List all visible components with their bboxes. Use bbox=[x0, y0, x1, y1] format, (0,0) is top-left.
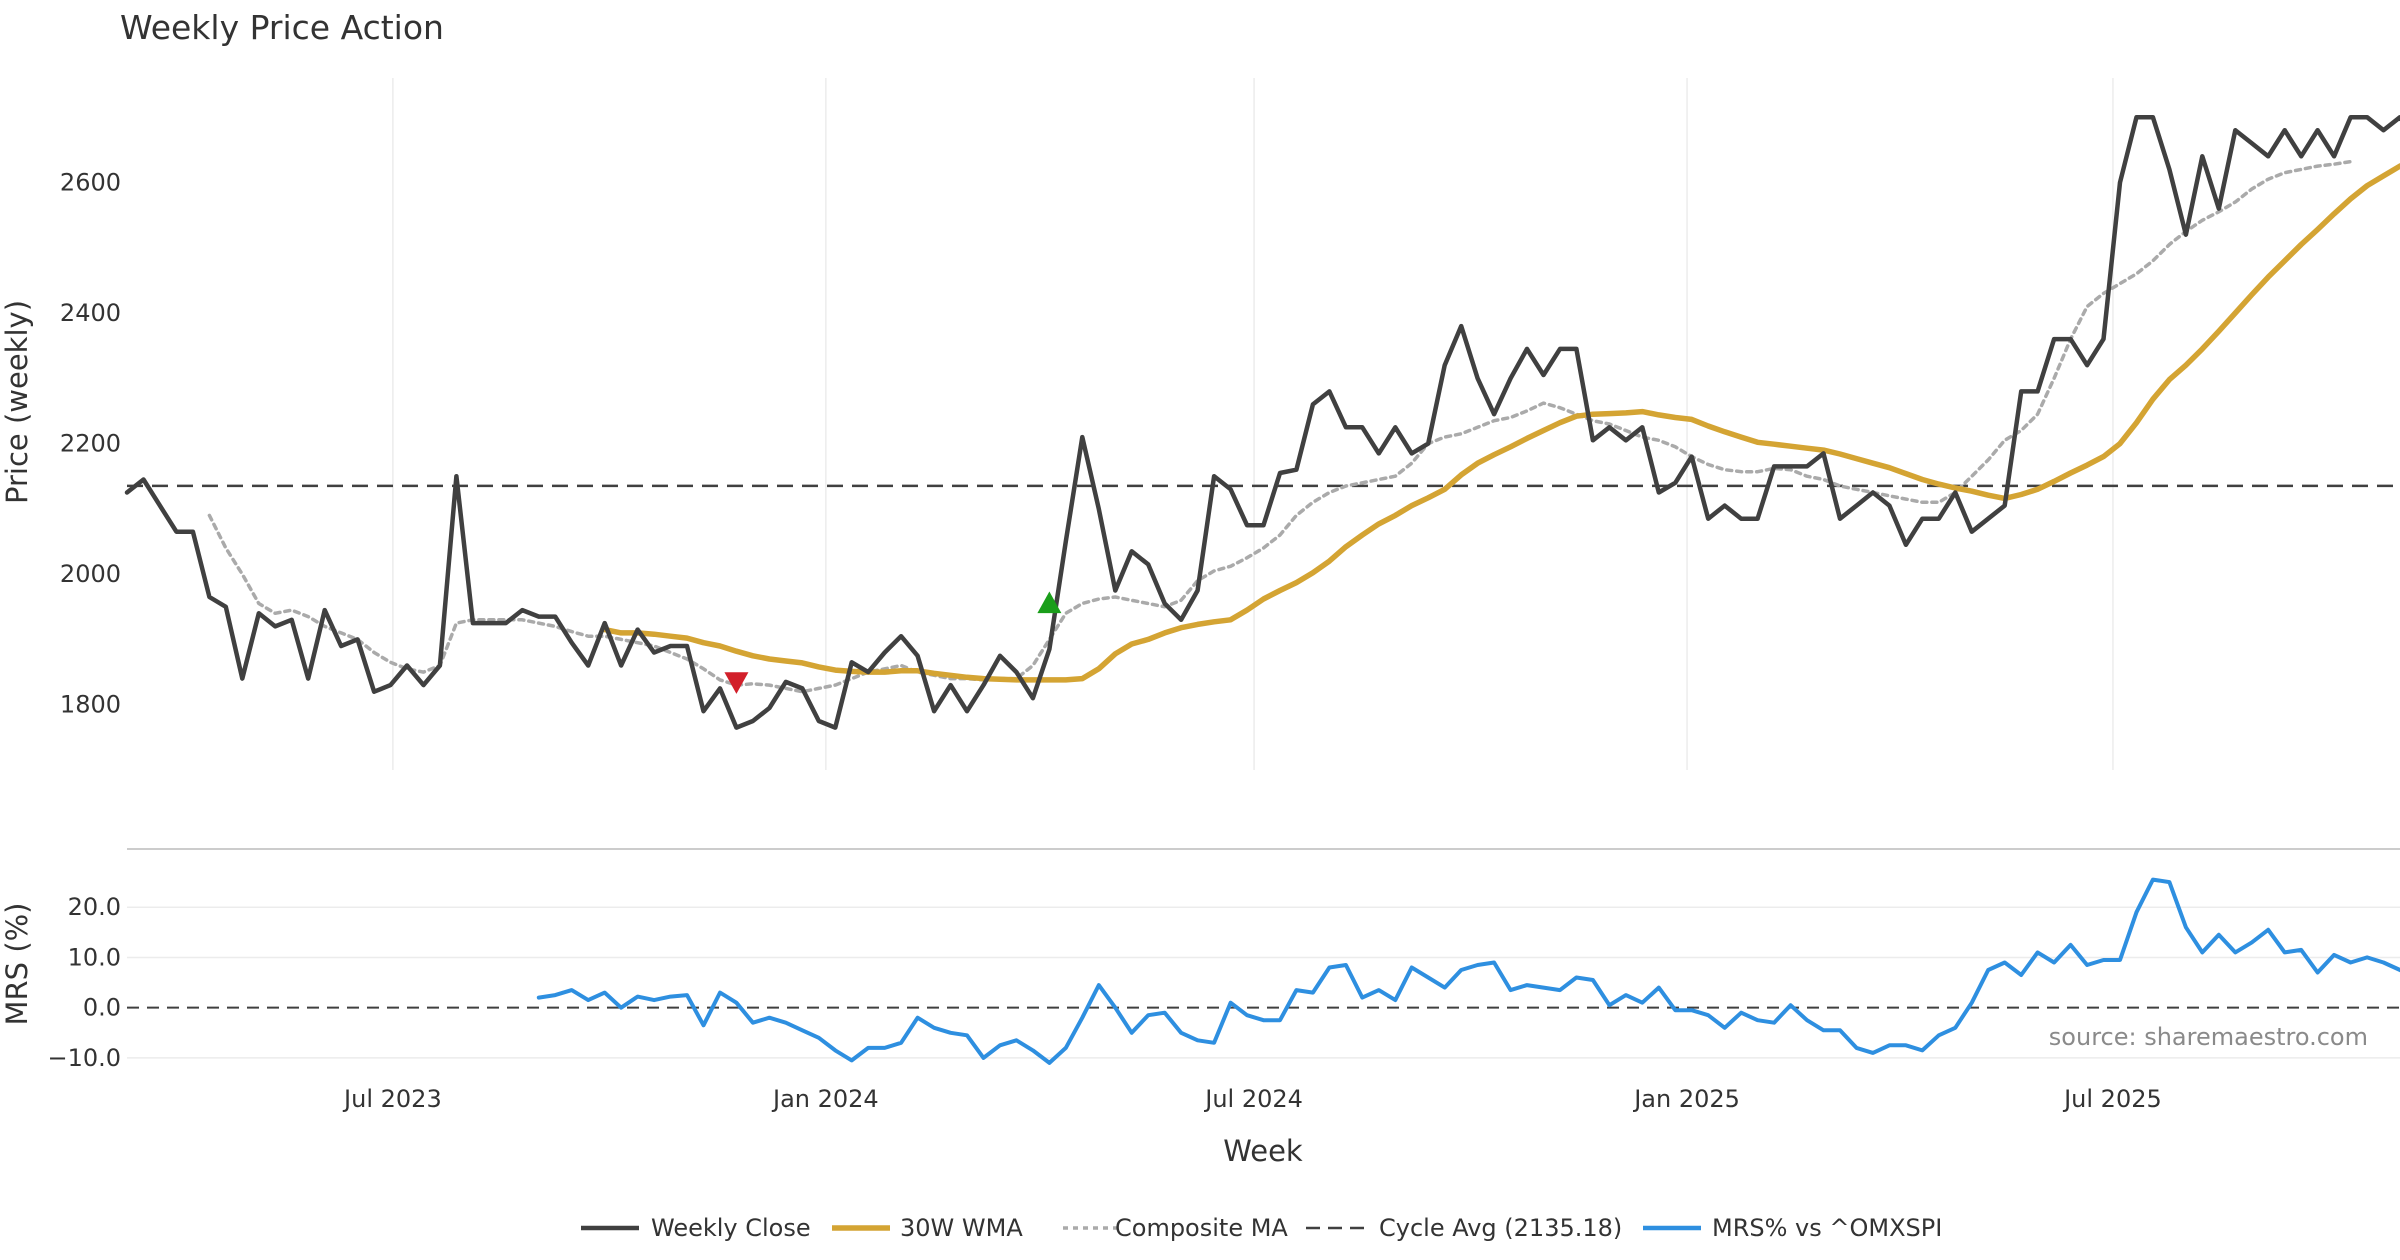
mrs-axis-label: MRS (%) bbox=[0, 903, 34, 1026]
x-tick-label: Jul 2023 bbox=[342, 1085, 442, 1113]
reference-lines bbox=[127, 484, 2400, 1009]
y-axis-label: Price (weekly) bbox=[0, 300, 34, 504]
y-tick-label: 2400 bbox=[60, 299, 121, 327]
legend: Weekly Close 30W WMA Composite MA Cycle Avg… bbox=[581, 1214, 1942, 1242]
axis-ticks: Jul 2023 Jan 2024 Jul 2024 Jan 2025 Jul 2025… bbox=[47, 168, 2161, 1113]
signal-markers bbox=[724, 591, 1062, 694]
mrs-line bbox=[536, 877, 2400, 1065]
legend-weekly-close-label: Weekly Close bbox=[651, 1214, 811, 1242]
sell-signal-marker bbox=[724, 672, 749, 694]
y2-tick-label: 10.0 bbox=[68, 943, 121, 971]
x-tick-label: Jan 2025 bbox=[1632, 1085, 1740, 1113]
x-tick-label: Jul 2025 bbox=[2062, 1085, 2162, 1113]
x-axis-label: Week bbox=[1223, 1134, 1303, 1168]
x-tick-label: Jan 2024 bbox=[771, 1085, 879, 1113]
weekly-close-line bbox=[124, 114, 2400, 730]
buy-signal-marker bbox=[1037, 591, 1062, 614]
series-lines bbox=[124, 114, 2400, 1065]
y-tick-label: 2000 bbox=[60, 560, 121, 588]
legend-cycle-avg-label: Cycle Avg (2135.18) bbox=[1379, 1214, 1622, 1242]
legend-mrs-label: MRS% vs ^OMXSPI bbox=[1712, 1214, 1942, 1242]
source-label: source: sharemaestro.com bbox=[2049, 1023, 2368, 1051]
chart-title: Weekly Price Action bbox=[120, 8, 444, 47]
grid-lines bbox=[127, 78, 2400, 1059]
y2-tick-label: −10.0 bbox=[47, 1044, 121, 1072]
y-tick-label: 2600 bbox=[60, 168, 121, 196]
legend-wma-label: 30W WMA bbox=[900, 1214, 1023, 1242]
y2-tick-label: 0.0 bbox=[83, 994, 121, 1022]
wma-30w-line bbox=[601, 163, 2400, 683]
y2-tick-label: 20.0 bbox=[68, 893, 121, 921]
legend-composite-ma-label: Composite MA bbox=[1115, 1214, 1288, 1242]
x-tick-label: Jul 2024 bbox=[1203, 1085, 1303, 1113]
y-tick-label: 2200 bbox=[60, 430, 121, 458]
y-tick-label: 1800 bbox=[60, 691, 121, 719]
